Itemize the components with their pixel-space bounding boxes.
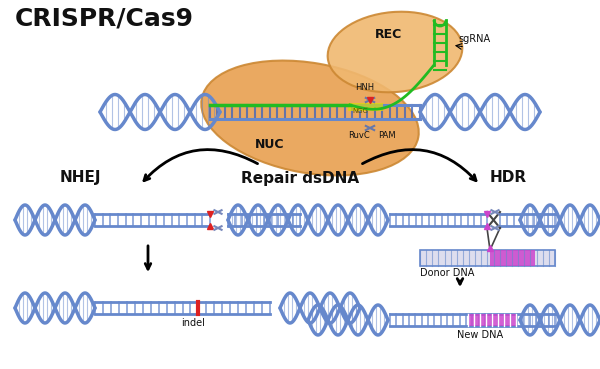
Ellipse shape — [328, 12, 463, 92]
Text: REC: REC — [375, 28, 402, 41]
Text: New DNA: New DNA — [457, 330, 503, 340]
FancyBboxPatch shape — [348, 103, 383, 111]
Text: RuvC: RuvC — [348, 131, 370, 140]
Text: CRISPR/Cas9: CRISPR/Cas9 — [15, 6, 194, 30]
Text: NGG: NGG — [352, 108, 368, 114]
Text: NUC: NUC — [255, 138, 284, 151]
FancyBboxPatch shape — [420, 250, 555, 266]
Text: Donor DNA: Donor DNA — [420, 268, 475, 278]
Text: HNH: HNH — [355, 83, 374, 92]
Text: PAM: PAM — [378, 131, 395, 140]
Text: indel: indel — [181, 318, 205, 328]
FancyBboxPatch shape — [468, 314, 516, 326]
Text: sgRNA: sgRNA — [458, 34, 490, 44]
FancyBboxPatch shape — [490, 250, 535, 266]
Text: Repair dsDNA: Repair dsDNA — [241, 171, 359, 186]
Ellipse shape — [201, 61, 419, 175]
Text: HDR: HDR — [490, 170, 527, 185]
Text: NHEJ: NHEJ — [60, 170, 101, 185]
